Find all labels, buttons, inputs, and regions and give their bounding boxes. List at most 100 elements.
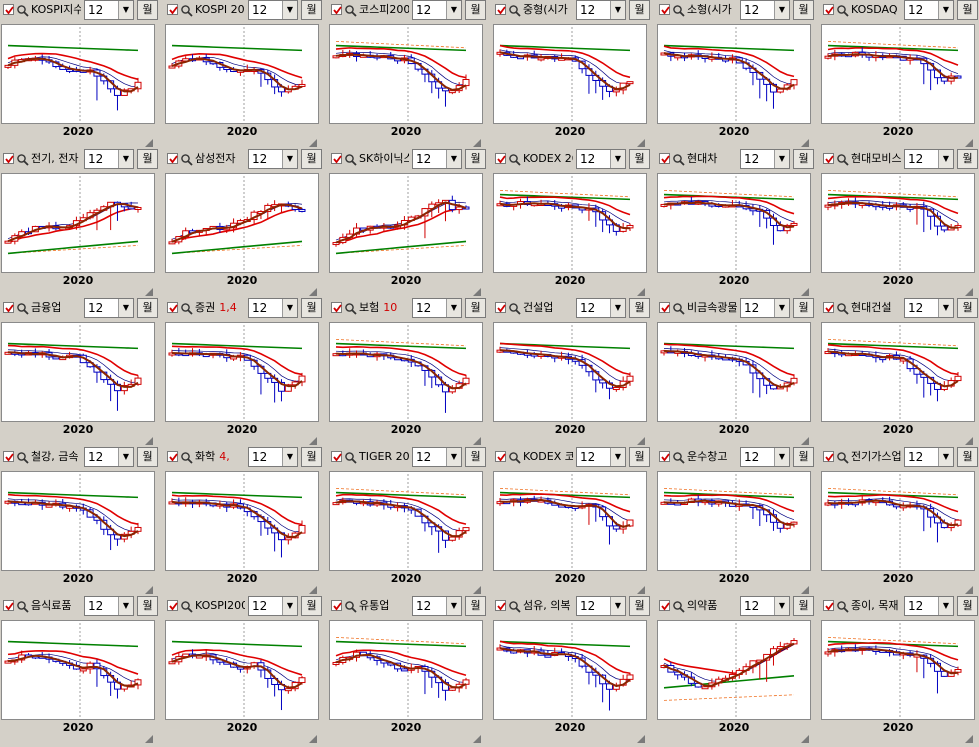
search-icon[interactable] (672, 450, 686, 464)
show-checkbox[interactable] (3, 4, 14, 15)
chevron-down-icon[interactable]: ▼ (282, 299, 297, 317)
price-chart[interactable] (657, 322, 811, 422)
period-select[interactable]: 12 ▼ (576, 149, 626, 169)
period-unit-button[interactable]: 월 (137, 149, 158, 169)
period-unit-button[interactable]: 월 (793, 447, 814, 467)
period-select[interactable]: 12 ▼ (412, 596, 462, 616)
period-unit-button[interactable]: 월 (137, 596, 158, 616)
price-chart[interactable] (657, 24, 811, 124)
period-unit-button[interactable]: 월 (793, 596, 814, 616)
chevron-down-icon[interactable]: ▼ (282, 1, 297, 19)
price-chart[interactable] (1, 322, 155, 422)
resize-grip-icon[interactable] (309, 281, 317, 296)
period-select[interactable]: 12 ▼ (740, 0, 790, 20)
period-select[interactable]: 12 ▼ (84, 149, 134, 169)
period-select[interactable]: 12 ▼ (740, 149, 790, 169)
period-select[interactable]: 12 ▼ (84, 596, 134, 616)
period-select[interactable]: 12 ▼ (412, 149, 462, 169)
period-unit-button[interactable]: 월 (793, 298, 814, 318)
resize-grip-icon[interactable] (801, 728, 809, 743)
search-icon[interactable] (180, 599, 194, 613)
search-icon[interactable] (16, 599, 30, 613)
stock-name[interactable]: 음식료품 (31, 598, 81, 614)
show-checkbox[interactable] (823, 600, 834, 611)
resize-grip-icon[interactable] (145, 728, 153, 743)
resize-grip-icon[interactable] (965, 132, 973, 147)
show-checkbox[interactable] (659, 4, 670, 15)
search-icon[interactable] (836, 152, 850, 166)
resize-grip-icon[interactable] (637, 579, 645, 594)
chevron-down-icon[interactable]: ▼ (774, 597, 789, 615)
search-icon[interactable] (508, 450, 522, 464)
stock-name[interactable]: 화학 4, (195, 449, 245, 465)
period-select[interactable]: 12 ▼ (904, 596, 954, 616)
price-chart[interactable] (165, 322, 319, 422)
period-unit-button[interactable]: 월 (465, 596, 486, 616)
chevron-down-icon[interactable]: ▼ (118, 299, 133, 317)
show-checkbox[interactable] (167, 451, 178, 462)
search-icon[interactable] (508, 599, 522, 613)
chevron-down-icon[interactable]: ▼ (610, 448, 625, 466)
price-chart[interactable] (821, 322, 975, 422)
stock-name[interactable]: 비금속광물 (687, 300, 737, 316)
period-unit-button[interactable]: 월 (301, 149, 322, 169)
stock-name[interactable]: KOSPI200 (195, 598, 245, 614)
show-checkbox[interactable] (659, 600, 670, 611)
resize-grip-icon[interactable] (145, 579, 153, 594)
resize-grip-icon[interactable] (309, 579, 317, 594)
period-unit-button[interactable]: 월 (301, 447, 322, 467)
period-unit-button[interactable]: 월 (301, 298, 322, 318)
period-unit-button[interactable]: 월 (465, 298, 486, 318)
period-select[interactable]: 12 ▼ (576, 596, 626, 616)
price-chart[interactable] (165, 471, 319, 571)
price-chart[interactable] (493, 471, 647, 571)
stock-name[interactable]: 삼성전자 (195, 151, 245, 167)
chevron-down-icon[interactable]: ▼ (446, 1, 461, 19)
stock-name[interactable]: KOSDAQ (851, 2, 901, 18)
search-icon[interactable] (836, 3, 850, 17)
period-unit-button[interactable]: 월 (629, 149, 650, 169)
stock-name[interactable]: 증권 1,4 (195, 300, 245, 316)
resize-grip-icon[interactable] (473, 579, 481, 594)
period-select[interactable]: 12 ▼ (740, 298, 790, 318)
chevron-down-icon[interactable]: ▼ (610, 299, 625, 317)
chevron-down-icon[interactable]: ▼ (610, 150, 625, 168)
resize-grip-icon[interactable] (145, 132, 153, 147)
search-icon[interactable] (672, 599, 686, 613)
period-unit-button[interactable]: 월 (629, 596, 650, 616)
period-unit-button[interactable]: 월 (465, 0, 486, 20)
price-chart[interactable] (329, 620, 483, 720)
period-unit-button[interactable]: 월 (465, 447, 486, 467)
price-chart[interactable] (1, 24, 155, 124)
price-chart[interactable] (165, 173, 319, 273)
show-checkbox[interactable] (3, 600, 14, 611)
price-chart[interactable] (821, 24, 975, 124)
resize-grip-icon[interactable] (309, 132, 317, 147)
chevron-down-icon[interactable]: ▼ (938, 299, 953, 317)
resize-grip-icon[interactable] (473, 132, 481, 147)
search-icon[interactable] (344, 3, 358, 17)
price-chart[interactable] (493, 173, 647, 273)
period-select[interactable]: 12 ▼ (412, 447, 462, 467)
period-select[interactable]: 12 ▼ (248, 447, 298, 467)
stock-name[interactable]: 철강, 금속 (31, 449, 81, 465)
show-checkbox[interactable] (331, 153, 342, 164)
period-select[interactable]: 12 ▼ (248, 0, 298, 20)
search-icon[interactable] (16, 3, 30, 17)
show-checkbox[interactable] (167, 153, 178, 164)
period-select[interactable]: 12 ▼ (84, 298, 134, 318)
price-chart[interactable] (821, 173, 975, 273)
resize-grip-icon[interactable] (145, 430, 153, 445)
period-select[interactable]: 12 ▼ (248, 596, 298, 616)
price-chart[interactable] (1, 173, 155, 273)
chevron-down-icon[interactable]: ▼ (610, 1, 625, 19)
resize-grip-icon[interactable] (145, 281, 153, 296)
show-checkbox[interactable] (3, 153, 14, 164)
stock-name[interactable]: 중형(시가 (523, 2, 573, 18)
resize-grip-icon[interactable] (473, 430, 481, 445)
period-select[interactable]: 12 ▼ (904, 298, 954, 318)
show-checkbox[interactable] (495, 4, 506, 15)
period-unit-button[interactable]: 월 (465, 149, 486, 169)
stock-name[interactable]: 현대건설 (851, 300, 901, 316)
price-chart[interactable] (493, 620, 647, 720)
